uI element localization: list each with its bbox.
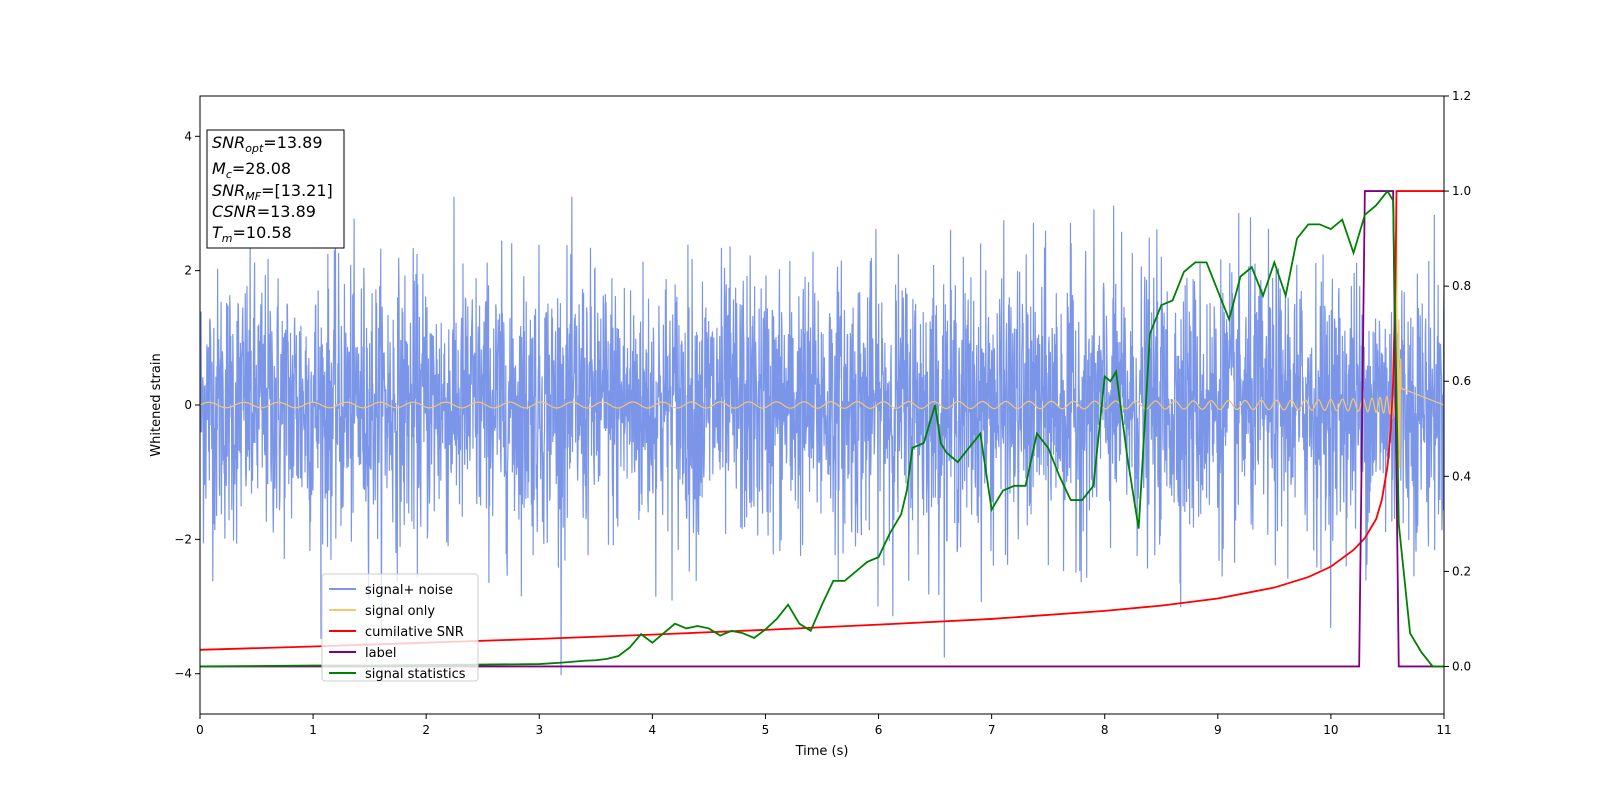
y-tick-label: 0 bbox=[184, 398, 192, 412]
x-tick-label: 7 bbox=[988, 723, 996, 737]
annotation-line: Tm=10.58 bbox=[212, 223, 292, 245]
x-tick-label: 3 bbox=[535, 723, 543, 737]
x-tick-label: 9 bbox=[1214, 723, 1222, 737]
y-axis-label: Whitened strain bbox=[149, 353, 164, 456]
x-tick-label: 0 bbox=[196, 723, 204, 737]
y-axis-right: 0.0 0.2 0.4 0.6 0.8 1.0 1.2 bbox=[1444, 89, 1471, 673]
legend-entry: cumilative SNR bbox=[365, 625, 464, 640]
legend-entry: signal+ noise bbox=[365, 583, 453, 598]
series-signal-only bbox=[200, 198, 1444, 522]
y-tick-label: 4 bbox=[184, 129, 192, 143]
x-tick-label: 1 bbox=[309, 723, 317, 737]
x-tick-label: 5 bbox=[762, 723, 770, 737]
x-tick-label: 10 bbox=[1323, 723, 1338, 737]
annotation-line: Mc=28.08 bbox=[212, 159, 291, 181]
y-tick-label: 2 bbox=[184, 264, 192, 278]
y2-tick-label: 0.4 bbox=[1452, 469, 1471, 483]
x-axis-label: Time (s) bbox=[795, 744, 849, 759]
x-axis: 0 1 2 3 4 5 6 7 8 9 10 11 bbox=[196, 714, 1452, 737]
y-tick-label: −2 bbox=[174, 532, 192, 546]
y2-tick-label: 0.0 bbox=[1452, 659, 1471, 673]
legend: signal+ noise signal only cumilative SNR la… bbox=[321, 573, 479, 682]
legend-entry: signal statistics bbox=[365, 667, 466, 682]
x-tick-label: 4 bbox=[649, 723, 657, 737]
legend-frame bbox=[321, 573, 479, 682]
series-label bbox=[200, 190, 1444, 668]
x-tick-label: 8 bbox=[1101, 723, 1109, 737]
annotation-line: SNRMF=[13.21] bbox=[212, 181, 333, 203]
y2-tick-label: 0.2 bbox=[1452, 564, 1471, 578]
legend-entry: label bbox=[365, 646, 396, 661]
annotation-line: CSNR=13.89 bbox=[212, 202, 316, 221]
y-tick-label: −4 bbox=[174, 667, 192, 681]
y2-tick-label: 0.6 bbox=[1452, 374, 1471, 388]
series-signal-noise bbox=[200, 196, 1444, 676]
annotation-frame bbox=[206, 129, 345, 249]
y2-tick-label: 0.8 bbox=[1452, 279, 1471, 293]
y2-tick-label: 1.2 bbox=[1452, 89, 1471, 103]
annotation-box: SNRopt=13.89 Mc=28.08SNRMF=[13.21]CSNR=13… bbox=[206, 129, 345, 249]
legend-entry: signal only bbox=[365, 604, 435, 619]
x-tick-label: 2 bbox=[422, 723, 430, 737]
annotation-line: SNRopt=13.89 bbox=[212, 133, 323, 155]
series-signal-statistics bbox=[200, 189, 1444, 668]
x-tick-label: 11 bbox=[1436, 723, 1451, 737]
x-tick-label: 6 bbox=[875, 723, 883, 737]
y2-tick-label: 1.0 bbox=[1452, 184, 1471, 198]
series-layer bbox=[200, 189, 1444, 676]
y-axis-left: −4 −2 0 2 4 bbox=[174, 129, 200, 681]
